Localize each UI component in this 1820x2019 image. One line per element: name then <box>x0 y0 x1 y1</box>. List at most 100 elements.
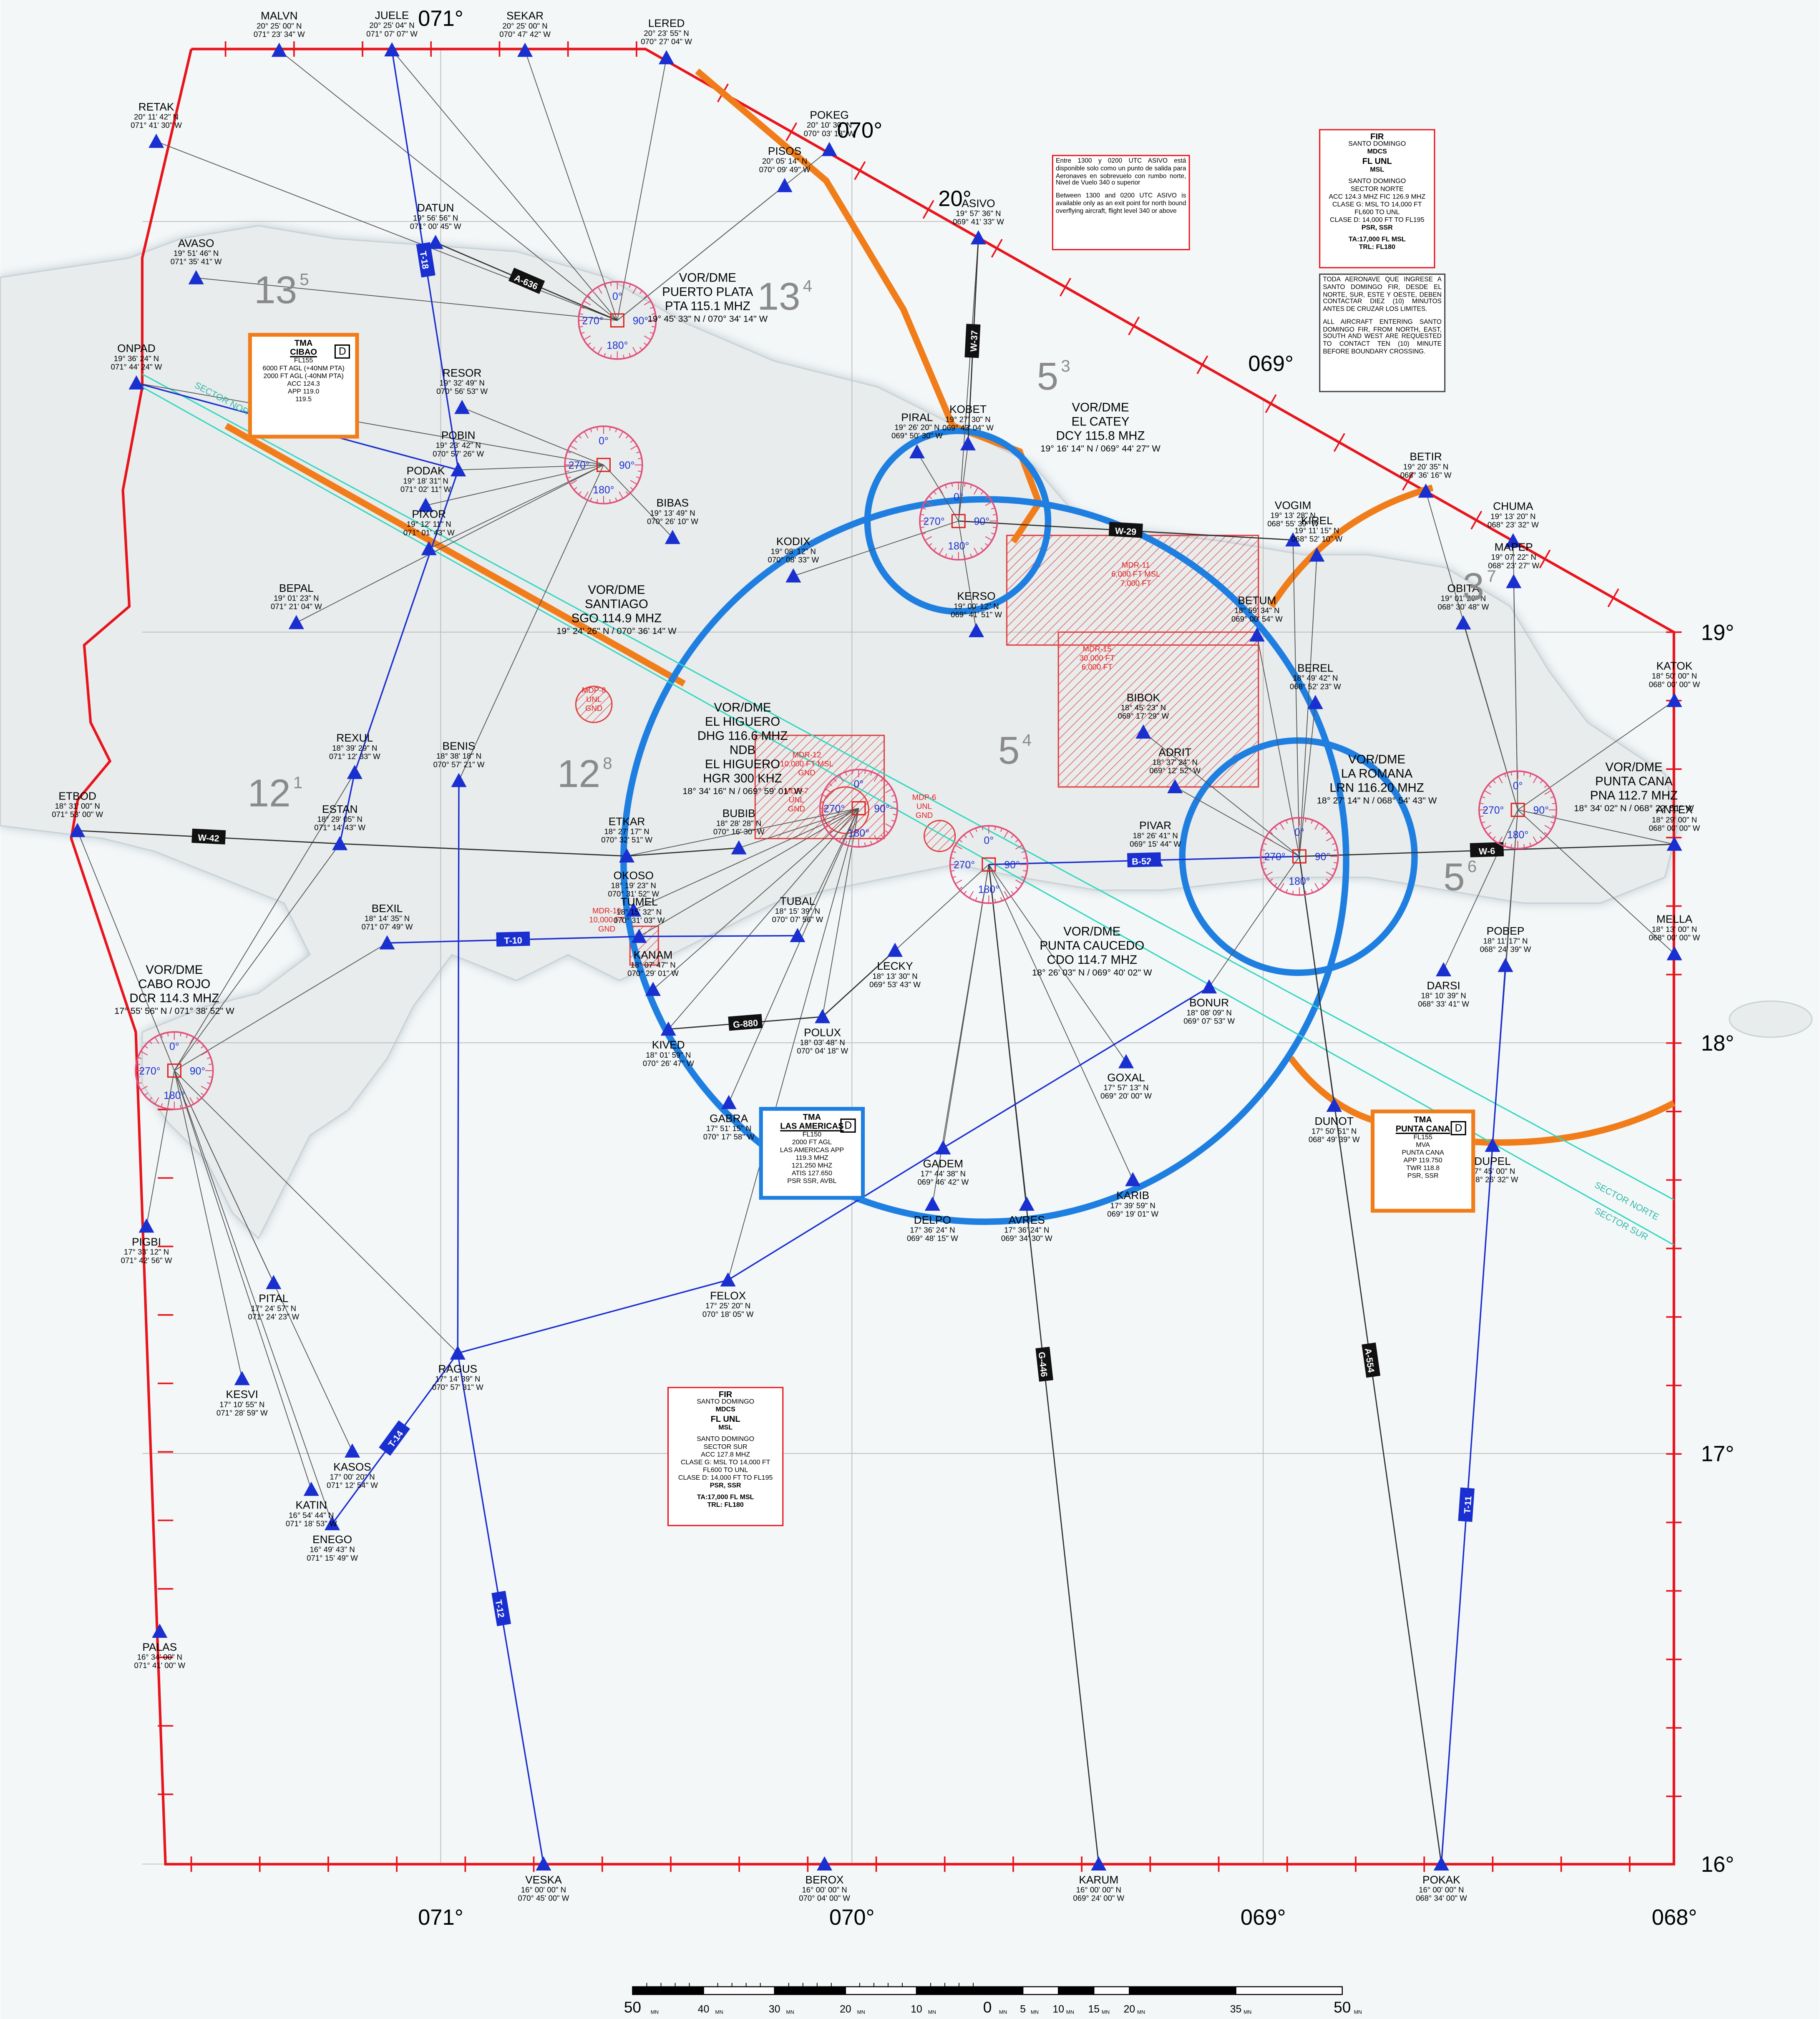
tma-header: TMACIBAOD <box>254 339 352 359</box>
compass-label: 270° <box>1264 852 1286 863</box>
waypoint-name: TUMEL <box>621 895 658 908</box>
waypoint-longitude: 071° 24' 23" W <box>248 1312 299 1321</box>
waypoint-latitude: 19° 20' 35" N <box>1403 462 1448 471</box>
waypoint-longitude: 070° 04' 18" W <box>797 1046 848 1055</box>
waypoint-latitude: 19° 56' 56" N <box>413 214 458 222</box>
waypoint-latitude: 20° 10' 30" N <box>807 121 852 129</box>
scale-label: 5 <box>1020 2004 1026 2015</box>
compass-label: 180° <box>1507 830 1528 841</box>
waypoint-name: LERED <box>648 17 685 29</box>
latitude-label: 17° <box>1701 1441 1734 1466</box>
body: T-10W-42W-29W-6B-520G-880T-18T-12T-11W-3… <box>0 0 1820 2019</box>
waypoint-longitude: 070° 18' 05" W <box>702 1310 754 1318</box>
scale-segment <box>704 1987 775 1995</box>
fir-box-frame: FIRSANTO DOMINGOMDCSFL UNLMSLSANTO DOMIN… <box>1319 129 1435 268</box>
note-box-frame: Entre 1300 y 0200 UTC ASIVO está disponi… <box>1052 155 1190 250</box>
waypoint-name: ANTEX <box>1656 803 1693 816</box>
navaid-kind: VOR/DME <box>679 271 736 284</box>
waypoint-name: ETKAR <box>609 815 645 827</box>
waypoint-name: KASOS <box>333 1461 371 1473</box>
navaid-name: PUERTO PLATA <box>662 285 753 299</box>
waypoint-latitude: 17° 44' 38" N <box>921 1169 966 1178</box>
compass-label: 270° <box>823 803 845 815</box>
waypoint-name: BIBOK <box>1127 691 1160 704</box>
waypoint-name: ADRIT <box>1158 746 1191 758</box>
waypoint-name: BETIR <box>1410 450 1442 463</box>
waypoint-name: VESKA <box>525 1873 562 1886</box>
waypoint-name: AVRES <box>1009 1214 1045 1226</box>
note-box-frame: TODA AERONAVE QUE INGRESE A SANTO DOMING… <box>1319 274 1445 392</box>
waypoint-latitude: 18° 26' 41" N <box>1133 831 1178 840</box>
restricted-area-label: 30,000 FT <box>1080 654 1115 662</box>
waypoint-longitude: 069° 46' 42" W <box>917 1178 969 1187</box>
waypoint-longitude: 071° 02' 11" W <box>400 485 451 493</box>
scale-unit: MN <box>1066 2009 1074 2015</box>
waypoint-latitude: 19° 51' 46" N <box>174 249 219 258</box>
waypoint-longitude: 071° 07' 49" W <box>362 923 413 931</box>
airway-designator: T-11 <box>1462 1496 1473 1514</box>
sector-number: 5 <box>1037 355 1059 398</box>
waypoint-longitude: 070° 03' 18" W <box>804 129 855 138</box>
scale-label: 30 <box>769 2004 780 2015</box>
waypoint-longitude: 069° 19' 01" W <box>1107 1209 1158 1218</box>
scale-unit: MN <box>1031 2009 1039 2015</box>
waypoint-latitude: 18° 50' 00" N <box>1652 671 1697 680</box>
compass-label: 0° <box>1513 780 1523 792</box>
waypoint-name: FELOX <box>710 1290 746 1302</box>
scale-label: 35 <box>1230 2004 1242 2015</box>
airway-label: W-29 <box>1109 522 1143 538</box>
waypoint-longitude: 071° 42' 56" W <box>121 1256 172 1265</box>
tma-box-frame: TMACIBAODFL1556000 FT AGL (+40NM PTA)200… <box>248 333 359 439</box>
waypoint-longitude: 071° 44' 24" W <box>111 362 162 371</box>
navaid-kind: VOR/DME <box>1605 760 1662 774</box>
navaid-name: PUNTA CANA <box>1595 774 1673 788</box>
waypoint-longitude: 070° 45' 00" W <box>518 1894 569 1903</box>
sector-number: 13 <box>757 274 800 318</box>
compass-label: 0° <box>1294 827 1304 838</box>
compass-label: 270° <box>954 860 975 871</box>
scale-label: 0 <box>983 1999 992 2016</box>
airway-designator: G-880 <box>733 1018 758 1030</box>
scale-label: 20 <box>840 2004 851 2015</box>
compass-label: 90° <box>190 1066 205 1077</box>
compass-label: 90° <box>874 803 889 815</box>
tma-header: TMAPUNTA CANAD <box>1377 1116 1469 1135</box>
waypoint-longitude: 070° 27' 04" W <box>641 37 692 46</box>
restricted-area-label: MDP-6 <box>912 793 936 802</box>
waypoint-latitude: 17° 39' 59" N <box>1110 1201 1155 1210</box>
waypoint-longitude: 071° 35' 41" W <box>171 257 222 266</box>
waypoint-latitude: 18° 07' 47" N <box>630 960 675 969</box>
waypoint-latitude: 19° 32' 49" N <box>440 379 485 387</box>
waypoint-latitude: 18° 49' 42" N <box>1293 674 1338 682</box>
waypoint-latitude: 17° 24' 57" N <box>251 1304 296 1313</box>
fir-box-line: PSR, SSR <box>671 1483 780 1491</box>
navaid-coordinates: 19° 24' 26" N / 070° 36' 14" W <box>556 626 677 636</box>
navaid-ident: DHG 116.6 MHZ <box>697 729 788 743</box>
waypoint-name: VOGIM <box>1275 499 1312 511</box>
compass-label: 180° <box>978 884 999 895</box>
restricted-area <box>924 820 955 851</box>
note-box: TODA AERONAVE QUE INGRESE A SANTO DOMING… <box>1319 274 1445 392</box>
sector-number: 5 <box>998 729 1020 772</box>
waypoint-name: KODIX <box>776 535 811 548</box>
waypoint-latitude: 18° 38' 18" N <box>436 752 481 760</box>
waypoint-longitude: 071° 23' 34" W <box>254 30 305 38</box>
waypoint-name: KIVED <box>652 1038 685 1051</box>
compass-label: 180° <box>164 1090 185 1101</box>
restricted-area-label: MDR-15 <box>1083 644 1112 653</box>
scale-segment <box>775 1987 846 1995</box>
waypoint-longitude: 070° 57' 26" W <box>433 449 484 458</box>
scale-unit: MN <box>1354 2009 1362 2015</box>
waypoint-latitude: 18° 37' 24" N <box>1153 758 1198 767</box>
longitude-label: 069° <box>1241 1905 1286 1930</box>
enroute-chart: T-10W-42W-29W-6B-520G-880T-18T-12T-11W-3… <box>0 0 1820 2019</box>
waypoint-name: CHUMA <box>1493 500 1533 513</box>
waypoint-name: BEROX <box>806 1873 844 1886</box>
waypoint-latitude: 16° 54' 44" N <box>289 1511 334 1519</box>
waypoint-latitude: 18° 15' 39" N <box>775 907 820 915</box>
waypoint-latitude: 18° 13' 30" N <box>872 972 917 981</box>
airway-designator: W-37 <box>968 330 980 352</box>
waypoint-name: ETBOD <box>58 789 96 802</box>
waypoint-latitude: 19° 18' 31" N <box>403 476 448 485</box>
waypoint-name: JUELE <box>375 9 409 22</box>
